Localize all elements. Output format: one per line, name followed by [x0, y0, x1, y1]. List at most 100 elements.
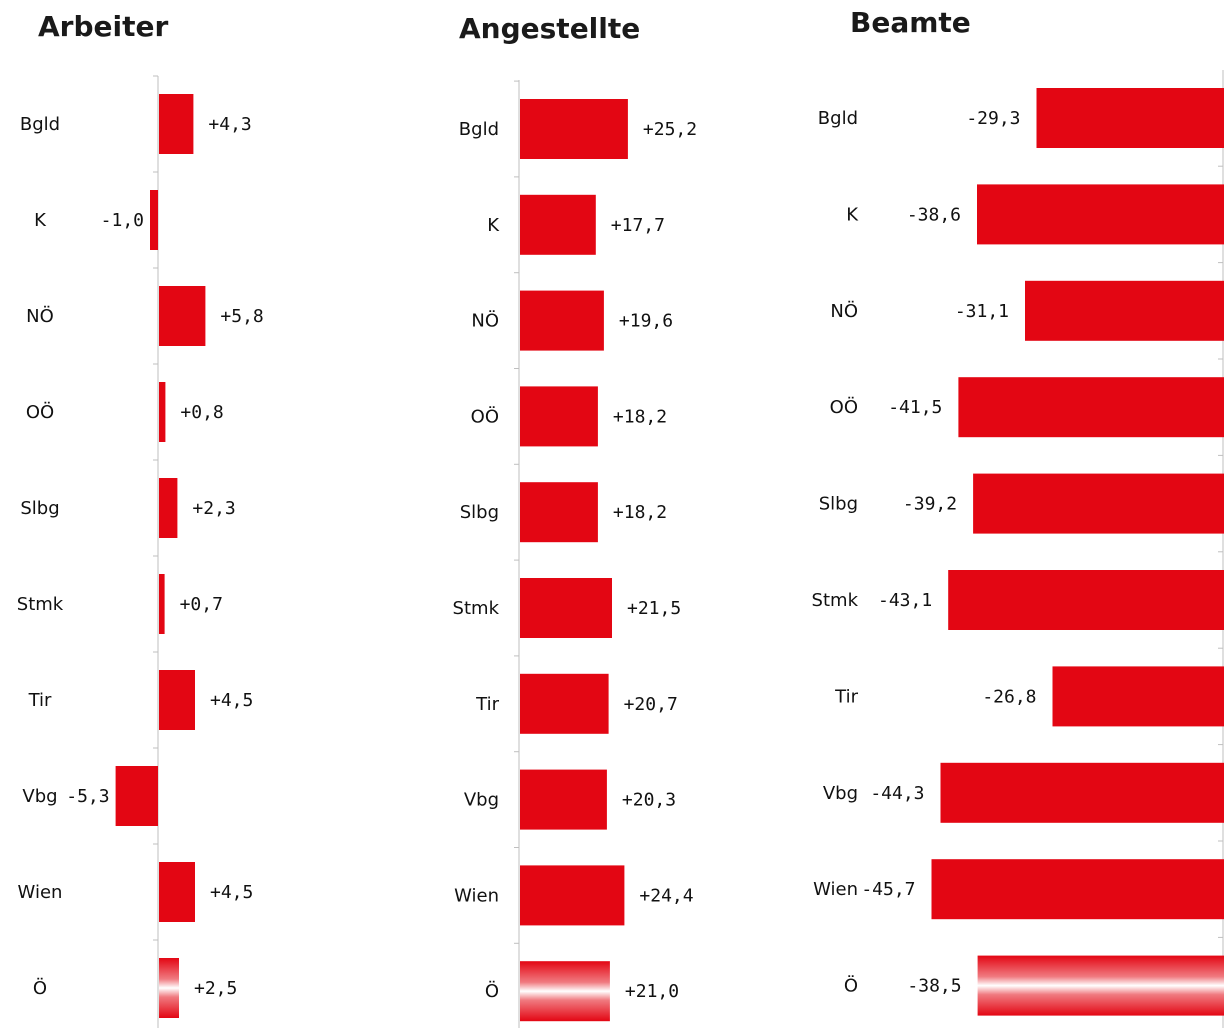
data-label-beamte: -43,1	[878, 590, 932, 611]
data-label-angestellte: +19,6	[619, 311, 673, 332]
plot-area-angestellte: Bgld +25,2 K +17,7 NÖ +19,6 OÖ +18,2 Slbg +18,2 St…	[453, 80, 697, 1028]
bar-beamte-bgld	[1036, 88, 1224, 148]
category-label-arbeiter: Vbg	[22, 786, 57, 807]
category-label-arbeiter: OÖ	[26, 401, 54, 423]
category-label-beamte: Bgld	[818, 108, 858, 129]
chart-title-beamte: Beamte	[850, 6, 971, 39]
bar-arbeiter-bgld	[159, 94, 194, 154]
bar-angestellte-bgld	[520, 99, 628, 159]
category-label-arbeiter: K	[34, 210, 47, 231]
bar-beamte-ö	[977, 955, 1224, 1016]
category-label-angestellte: NÖ	[471, 310, 499, 332]
bar-arbeiter-ö	[159, 958, 179, 1018]
bar-angestellte-slbg	[520, 482, 598, 543]
data-label-angestellte: +24,4	[639, 885, 693, 906]
data-label-angestellte: +17,7	[611, 215, 665, 236]
category-label-angestellte: Ö	[485, 980, 499, 1002]
category-label-angestellte: Vbg	[464, 790, 499, 811]
bar-angestellte-stmk	[520, 578, 612, 638]
bar-angestellte-tir	[520, 673, 609, 734]
category-label-beamte: OÖ	[830, 396, 858, 418]
bar-angestellte-nö	[520, 290, 604, 351]
bar-beamte-wien	[931, 859, 1224, 920]
category-label-angestellte: Wien	[454, 885, 499, 906]
bar-beamte-vbg	[940, 762, 1224, 823]
data-label-beamte: -38,6	[907, 204, 961, 225]
data-label-angestellte: +18,2	[613, 406, 667, 427]
data-label-arbeiter: +4,3	[208, 114, 251, 135]
bar-beamte-k	[977, 184, 1224, 245]
category-label-arbeiter: Tir	[28, 690, 52, 711]
chart-title-angestellte: Angestellte	[459, 12, 640, 45]
bar-beamte-oö	[958, 377, 1224, 438]
bar-angestellte-oö	[520, 386, 598, 447]
category-label-angestellte: Stmk	[453, 598, 500, 619]
data-label-beamte: -39,2	[903, 494, 957, 515]
bar-beamte-slbg	[973, 473, 1224, 534]
category-label-arbeiter: NÖ	[26, 305, 54, 327]
data-label-angestellte: +21,0	[625, 981, 679, 1002]
data-label-arbeiter: +4,5	[210, 882, 253, 903]
bar-arbeiter-nö	[159, 286, 206, 346]
bar-arbeiter-slbg	[159, 478, 178, 538]
category-label-angestellte: Bgld	[459, 119, 499, 140]
chart-panel-arbeiter: Arbeiter Bgld +4,3 K -1,0 NÖ +5,8 OÖ +0,8 Slbg +2…	[17, 10, 264, 1028]
plot-area-arbeiter: Bgld +4,3 K -1,0 NÖ +5,8 OÖ +0,8 Slbg +2,3 Stmk +0,…	[17, 75, 264, 1028]
data-label-arbeiter: +4,5	[210, 690, 253, 711]
bar-arbeiter-k	[150, 190, 158, 250]
data-label-arbeiter: +2,3	[192, 498, 235, 519]
data-label-arbeiter: +0,8	[180, 402, 223, 423]
bar-beamte-stmk	[948, 570, 1224, 630]
data-label-arbeiter: -5,3	[66, 786, 109, 807]
data-label-beamte: -26,8	[982, 686, 1036, 707]
category-label-angestellte: K	[487, 215, 500, 236]
chart-panel-beamte: Beamte Bgld -29,3 K -38,6 NÖ -31,1 OÖ -41,5 Slbg…	[812, 6, 1224, 1028]
bar-beamte-nö	[1025, 280, 1224, 341]
data-label-angestellte: +20,3	[622, 790, 676, 811]
data-label-beamte: -38,5	[907, 976, 961, 997]
bar-beamte-tir	[1052, 666, 1224, 727]
category-label-beamte: K	[846, 204, 859, 225]
category-label-beamte: Ö	[844, 975, 858, 997]
category-label-angestellte: Tir	[475, 694, 499, 715]
category-label-beamte: Slbg	[819, 494, 858, 515]
category-label-beamte: Stmk	[812, 590, 859, 611]
chart-panel-angestellte: Angestellte Bgld +25,2 K +17,7 NÖ +19,6 OÖ +18,…	[453, 12, 697, 1028]
category-label-beamte: Vbg	[823, 783, 858, 804]
bar-arbeiter-stmk	[159, 574, 165, 634]
data-label-arbeiter: -1,0	[101, 210, 144, 231]
data-label-angestellte: +20,7	[624, 694, 678, 715]
data-label-angestellte: +21,5	[627, 598, 681, 619]
bar-angestellte-ö	[520, 961, 610, 1022]
category-label-arbeiter: Ö	[33, 977, 47, 999]
data-label-beamte: -41,5	[888, 397, 942, 418]
category-label-arbeiter: Wien	[18, 882, 63, 903]
bar-angestellte-wien	[520, 865, 625, 926]
category-label-angestellte: OÖ	[471, 405, 499, 427]
bar-arbeiter-vbg	[115, 766, 158, 826]
chart-title-arbeiter: Arbeiter	[38, 10, 168, 43]
bar-arbeiter-wien	[159, 862, 195, 922]
category-label-beamte: Tir	[834, 686, 858, 707]
data-label-beamte: -31,1	[955, 301, 1009, 322]
plot-area-beamte: Bgld -29,3 K -38,6 NÖ -31,1 OÖ -41,5 Slbg -39,2 St…	[812, 70, 1224, 1028]
bar-angestellte-k	[520, 194, 596, 255]
data-label-arbeiter: +2,5	[194, 978, 237, 999]
category-label-beamte: NÖ	[830, 300, 858, 322]
data-label-angestellte: +18,2	[613, 502, 667, 523]
data-label-arbeiter: +0,7	[180, 594, 223, 615]
category-label-angestellte: Slbg	[460, 502, 499, 523]
bar-arbeiter-oö	[159, 382, 166, 442]
data-label-angestellte: +25,2	[643, 119, 697, 140]
data-label-beamte: -45,7	[861, 879, 915, 900]
category-label-beamte: Wien	[813, 879, 858, 900]
data-label-arbeiter: +5,8	[220, 306, 263, 327]
data-label-beamte: -44,3	[870, 783, 924, 804]
category-label-arbeiter: Stmk	[17, 594, 64, 615]
bar-angestellte-vbg	[520, 769, 607, 830]
bar-arbeiter-tir	[159, 670, 195, 730]
category-label-arbeiter: Bgld	[20, 114, 60, 135]
data-label-beamte: -29,3	[966, 108, 1020, 129]
category-label-arbeiter: Slbg	[20, 498, 59, 519]
